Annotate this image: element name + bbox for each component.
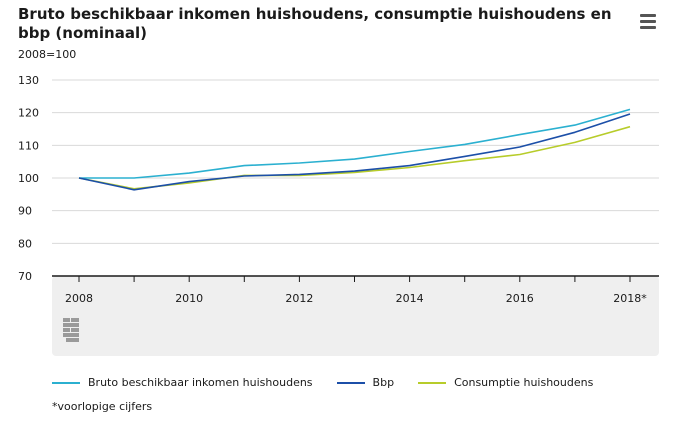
y-tick-label: 90 xyxy=(18,205,32,218)
chart-title: Bruto beschikbaar inkomen huishoudens, c… xyxy=(18,5,612,42)
legend-item-consumptie: Consumptie huishoudens xyxy=(418,376,593,389)
x-tick-label: 2010 xyxy=(175,292,203,305)
y-tick-label: 70 xyxy=(18,270,32,283)
legend-item-inkomen: Bruto beschikbaar inkomen huishoudens xyxy=(52,376,313,389)
y-tick-label: 130 xyxy=(18,74,39,87)
cbs-logo xyxy=(63,318,79,342)
x-axis-background xyxy=(52,276,659,356)
legend-label: Bruto beschikbaar inkomen huishoudens xyxy=(88,376,313,389)
x-tick-label: 2018* xyxy=(613,292,647,305)
footnote: *voorlopige cijfers xyxy=(52,400,153,413)
y-axis-unit-label: 2008=100 xyxy=(18,48,77,61)
legend-swatch xyxy=(336,381,365,384)
series-line-consumptie-huishoudens[interactable] xyxy=(78,125,631,190)
x-tick-label: 2008 xyxy=(65,292,93,305)
legend-swatch xyxy=(418,381,447,384)
y-tick-labels: 70 80 90 100 110 120 130 xyxy=(18,74,39,283)
series-lines xyxy=(78,108,631,191)
y-tick-label: 110 xyxy=(18,139,39,152)
x-tick-label: 2016 xyxy=(506,292,534,305)
legend-label: Bbp xyxy=(372,376,395,389)
series-line-bruto-beschikbaar-inkomen-huishoudens[interactable] xyxy=(79,108,631,179)
grid-lines xyxy=(52,79,659,277)
legend-label: Consumptie huishoudens xyxy=(454,376,594,389)
y-tick-label: 100 xyxy=(18,172,39,185)
chart-legend: Bruto beschikbaar inkomen huishoudens Bb… xyxy=(52,376,617,389)
x-tick-label: 2012 xyxy=(285,292,313,305)
y-tick-label: 120 xyxy=(18,107,39,120)
y-tick-label: 80 xyxy=(18,237,32,250)
series-line-bbp[interactable] xyxy=(78,113,631,191)
legend-swatch xyxy=(52,381,80,384)
hamburger-menu-icon[interactable] xyxy=(640,14,656,30)
x-tick-labels: 2008 2010 2012 2014 2016 2018* xyxy=(65,276,647,305)
legend-item-bbp: Bbp xyxy=(336,376,395,389)
x-tick-label: 2014 xyxy=(396,292,424,305)
